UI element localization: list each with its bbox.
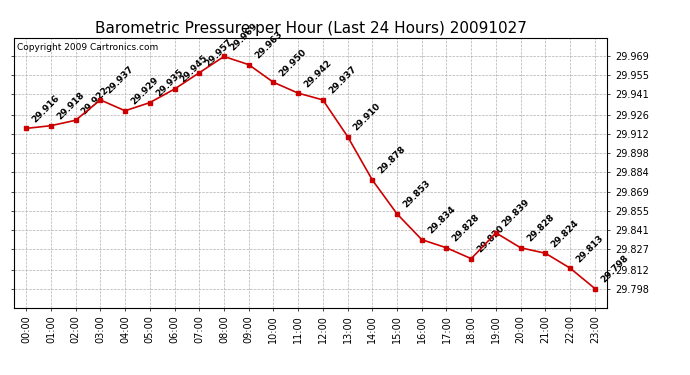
Text: 29.828: 29.828 [525,213,555,244]
Text: 29.824: 29.824 [549,218,580,249]
Text: 29.834: 29.834 [426,204,457,236]
Text: 29.945: 29.945 [179,54,210,85]
Text: 29.853: 29.853 [401,179,432,210]
Title: Barometric Pressure per Hour (Last 24 Hours) 20091027: Barometric Pressure per Hour (Last 24 Ho… [95,21,526,36]
Text: 29.918: 29.918 [55,90,86,122]
Text: 29.878: 29.878 [377,145,408,176]
Text: 29.929: 29.929 [129,75,160,106]
Text: 29.813: 29.813 [574,233,605,264]
Text: 29.820: 29.820 [475,224,506,255]
Text: 29.910: 29.910 [352,102,383,132]
Text: 29.969: 29.969 [228,21,259,53]
Text: Copyright 2009 Cartronics.com: Copyright 2009 Cartronics.com [17,43,158,52]
Text: 29.957: 29.957 [204,38,235,69]
Text: 29.950: 29.950 [277,47,308,78]
Text: 29.839: 29.839 [500,198,531,229]
Text: 29.922: 29.922 [80,85,111,116]
Text: 29.916: 29.916 [30,93,61,124]
Text: 29.798: 29.798 [599,253,630,284]
Text: 29.937: 29.937 [327,64,358,96]
Text: 29.937: 29.937 [104,64,136,96]
Text: 29.942: 29.942 [302,58,333,89]
Text: 29.935: 29.935 [154,68,185,99]
Text: 29.963: 29.963 [253,30,284,60]
Text: 29.828: 29.828 [451,213,482,244]
